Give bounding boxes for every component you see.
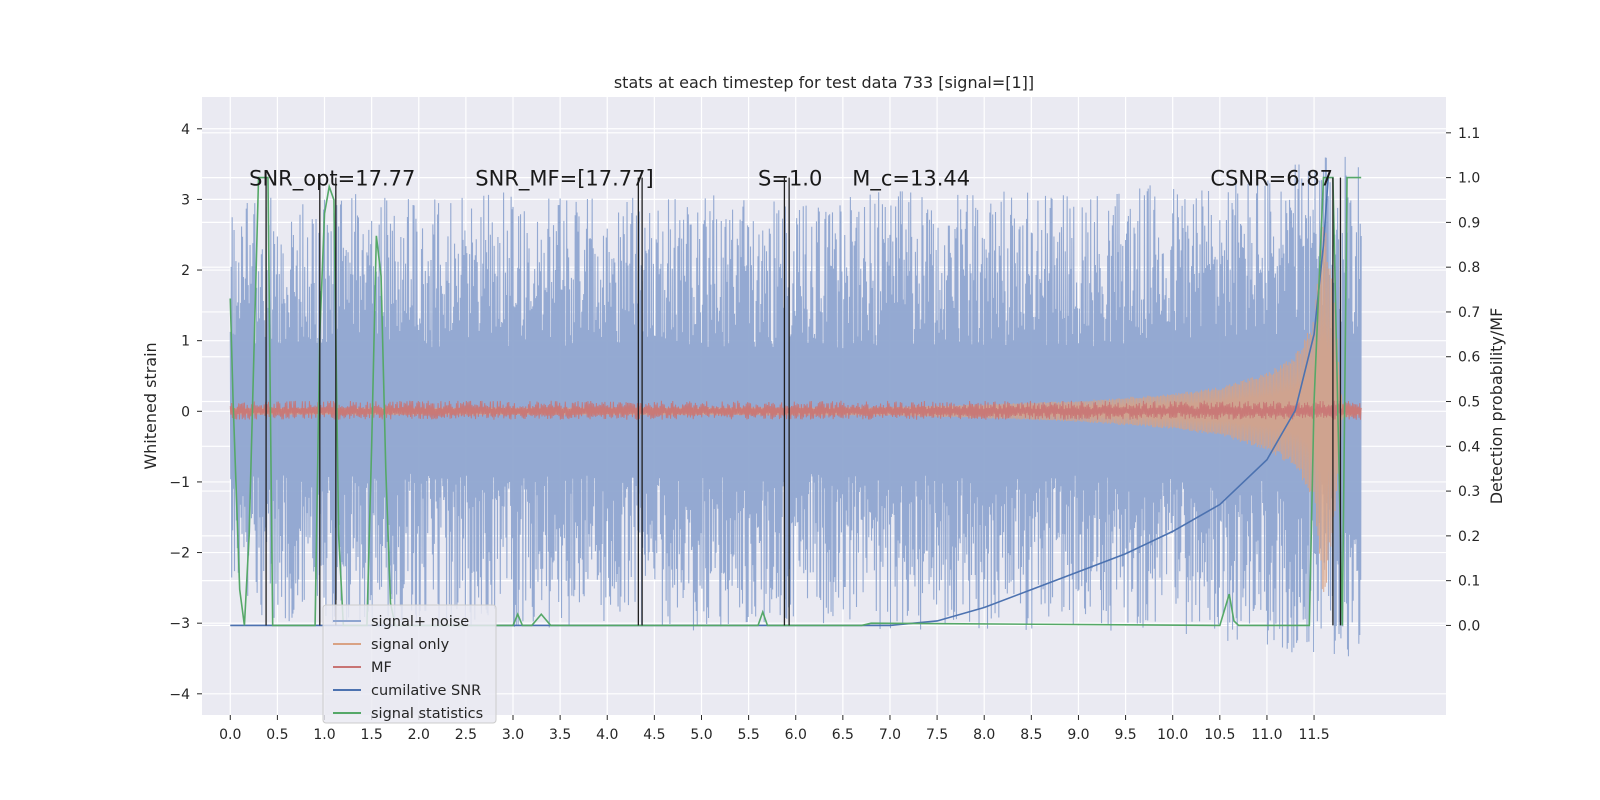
right-axis-ticks: 1.1 1.0 0.9 0.8 0.7 0.6 0.5 0.4 0.3 0.2 0.1 0.0 (1446, 126, 1480, 634)
right-tick-label: 0.6 (1458, 350, 1480, 366)
x-tick-label: 10.5 (1204, 727, 1235, 743)
x-tick-label: 8.0 (973, 727, 995, 743)
x-tick-label: 11.0 (1251, 727, 1282, 743)
annotation-label: CSNR=6.87 (1210, 166, 1333, 190)
legend-label: cumilative SNR (371, 683, 481, 699)
x-tick-label: 0.5 (266, 727, 288, 743)
y-tick-label: 0 (181, 404, 190, 420)
y-axis-label: Whitened strain (141, 342, 160, 469)
y-tick-label: −4 (169, 687, 190, 703)
x-tick-label: 3.0 (502, 727, 524, 743)
series-mf (229, 400, 1362, 420)
data-layer (229, 156, 1362, 657)
right-tick-label: 1.0 (1458, 171, 1480, 187)
x-tick-label: 10.0 (1157, 727, 1188, 743)
y-tick-label: 4 (181, 122, 190, 138)
legend: signal+ noise signal only MF cumilative SNR… (322, 604, 497, 724)
right-tick-label: 0.5 (1458, 395, 1480, 411)
y-tick-label: 3 (181, 192, 190, 208)
right-tick-label: 1.1 (1458, 126, 1480, 142)
right-tick-label: 0.1 (1458, 574, 1480, 590)
y-tick-label: −2 (169, 546, 190, 562)
x-tick-label: 6.0 (785, 727, 807, 743)
x-tick-label: 6.5 (832, 727, 854, 743)
annotation-label: S=1.0 (758, 166, 822, 190)
right-axis-label: Detection probability/MF (1487, 308, 1506, 505)
annotation-label: SNR_MF=[17.77] (475, 166, 653, 191)
x-tick-label: 0.0 (219, 727, 241, 743)
x-tick-label: 3.5 (549, 727, 571, 743)
chart-title: stats at each timestep for test data 733… (614, 73, 1034, 92)
right-tick-label: 0.7 (1458, 305, 1480, 321)
series-signal-noise (229, 156, 1362, 657)
annotation-label: SNR_opt=17.77 (249, 166, 415, 191)
y-tick-label: −3 (169, 616, 190, 632)
series-signal-statistics (229, 176, 1362, 627)
x-tick-label: 8.5 (1020, 727, 1042, 743)
x-tick-label: 1.0 (313, 727, 335, 743)
x-tick-label: 4.0 (596, 727, 618, 743)
legend-label: MF (371, 660, 392, 676)
right-tick-label: 0.4 (1458, 439, 1480, 455)
x-tick-label: 7.5 (926, 727, 948, 743)
y-tick-label: 2 (181, 263, 190, 279)
y-axis-ticks: 4 3 2 1 0 −1 −2 −3 −4 (169, 122, 202, 703)
legend-label: signal statistics (371, 706, 483, 722)
x-tick-label: 9.0 (1067, 727, 1089, 743)
x-tick-label: 2.0 (408, 727, 430, 743)
x-axis-ticks: 0.0 0.5 1.0 1.5 2.0 2.5 3.0 3.5 4.0 4.5 5.0 5.5 6.0 6… (219, 715, 1330, 743)
x-tick-label: 9.5 (1114, 727, 1136, 743)
right-tick-label: 0.9 (1458, 215, 1480, 231)
legend-label: signal only (371, 637, 450, 653)
right-tick-label: 0.3 (1458, 484, 1480, 500)
legend-label: signal+ noise (371, 614, 469, 630)
series-cumilative-snr (230, 177, 1329, 627)
legend-frame (322, 604, 497, 724)
x-tick-label: 1.5 (361, 727, 383, 743)
annotations: SNR_opt=17.77 SNR_MF=[17.77] S=1.0 M_c=13.4… (249, 166, 1333, 191)
right-tick-label: 0.2 (1458, 529, 1480, 545)
y-tick-label: 1 (181, 334, 190, 350)
y-tick-label: −1 (169, 475, 190, 491)
x-tick-label: 2.5 (455, 727, 477, 743)
x-tick-label: 7.0 (879, 727, 901, 743)
x-tick-label: 11.5 (1298, 727, 1329, 743)
right-tick-label: 0.0 (1458, 618, 1480, 634)
annotation-label: M_c=13.44 (852, 166, 970, 191)
x-tick-label: 4.5 (643, 727, 665, 743)
x-tick-label: 5.5 (737, 727, 759, 743)
x-tick-label: 5.0 (690, 727, 712, 743)
right-tick-label: 0.8 (1458, 260, 1480, 276)
